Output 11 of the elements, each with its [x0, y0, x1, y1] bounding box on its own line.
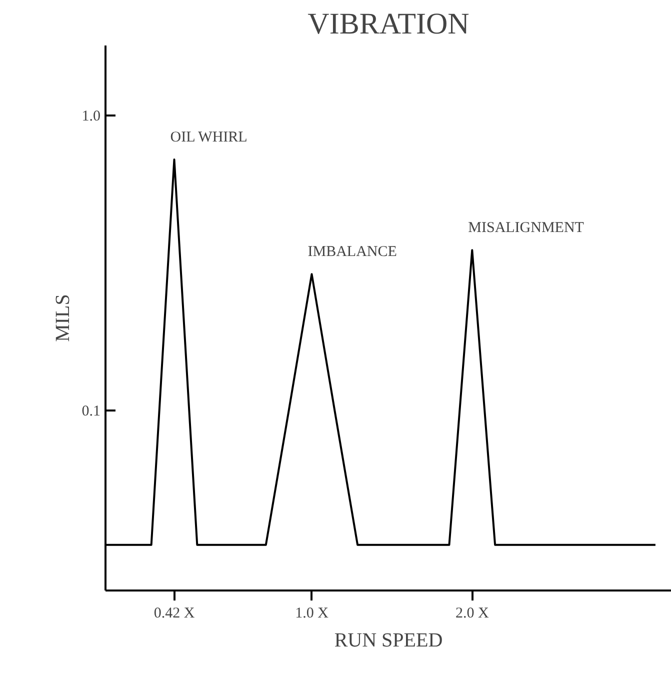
- x-axis-title: RUN SPEED: [334, 630, 443, 652]
- y-axis-title: MILS: [52, 294, 74, 342]
- annotation: IMBALANCE: [308, 244, 397, 260]
- x-tick-label: 2.0 X: [455, 606, 489, 622]
- x-tick-label: 0.42 X: [154, 606, 195, 622]
- y-tick-label: 0.1: [82, 403, 100, 420]
- x-tick-label: 1.0 X: [295, 606, 329, 622]
- chart-title: VIBRATION: [308, 8, 470, 40]
- y-tick-label: 1.0: [82, 108, 100, 125]
- annotation: OIL WHIRL: [170, 130, 248, 146]
- annotation: MISALIGNMENT: [468, 220, 584, 236]
